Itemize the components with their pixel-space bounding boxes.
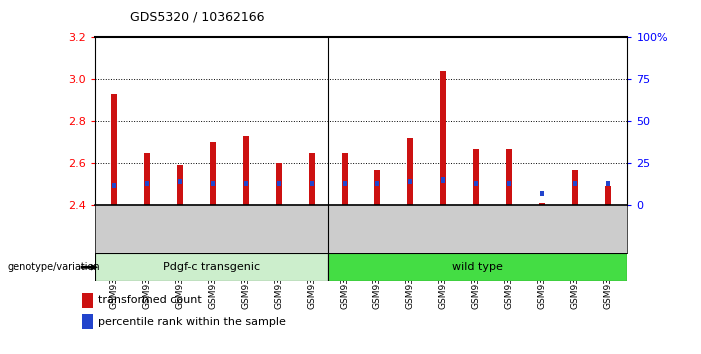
Bar xyxy=(409,179,412,184)
Bar xyxy=(277,181,281,186)
Text: transformed count: transformed count xyxy=(98,295,202,306)
Bar xyxy=(327,253,627,281)
Bar xyxy=(507,181,511,186)
Text: percentile rank within the sample: percentile rank within the sample xyxy=(98,316,286,327)
Bar xyxy=(474,181,478,186)
Bar xyxy=(310,181,313,186)
Bar xyxy=(144,153,150,205)
Bar xyxy=(244,181,248,186)
Bar xyxy=(573,181,577,186)
Bar xyxy=(243,136,249,205)
Bar xyxy=(374,170,381,205)
Text: wild type: wild type xyxy=(452,262,503,272)
Bar xyxy=(343,181,346,186)
Text: GDS5320 / 10362166: GDS5320 / 10362166 xyxy=(130,10,264,23)
Bar xyxy=(95,253,327,281)
Bar xyxy=(605,187,611,205)
Bar xyxy=(606,181,610,186)
Text: Pdgf-c transgenic: Pdgf-c transgenic xyxy=(163,262,260,272)
Bar xyxy=(178,179,182,184)
Bar xyxy=(440,71,447,205)
Bar xyxy=(506,149,512,205)
Bar xyxy=(112,183,116,188)
Bar xyxy=(111,94,117,205)
Bar xyxy=(177,165,183,205)
Bar xyxy=(211,181,215,186)
Bar xyxy=(441,177,445,183)
Text: genotype/variation: genotype/variation xyxy=(7,262,100,272)
Bar xyxy=(308,153,315,205)
Bar xyxy=(210,142,216,205)
Bar xyxy=(83,293,93,308)
Bar xyxy=(473,149,479,205)
Bar xyxy=(341,153,348,205)
Bar xyxy=(407,138,414,205)
Bar xyxy=(539,203,545,205)
Bar xyxy=(275,163,282,205)
Bar xyxy=(572,170,578,205)
Bar xyxy=(376,181,379,186)
Bar xyxy=(145,181,149,186)
Bar xyxy=(83,314,93,329)
Bar xyxy=(540,191,544,196)
